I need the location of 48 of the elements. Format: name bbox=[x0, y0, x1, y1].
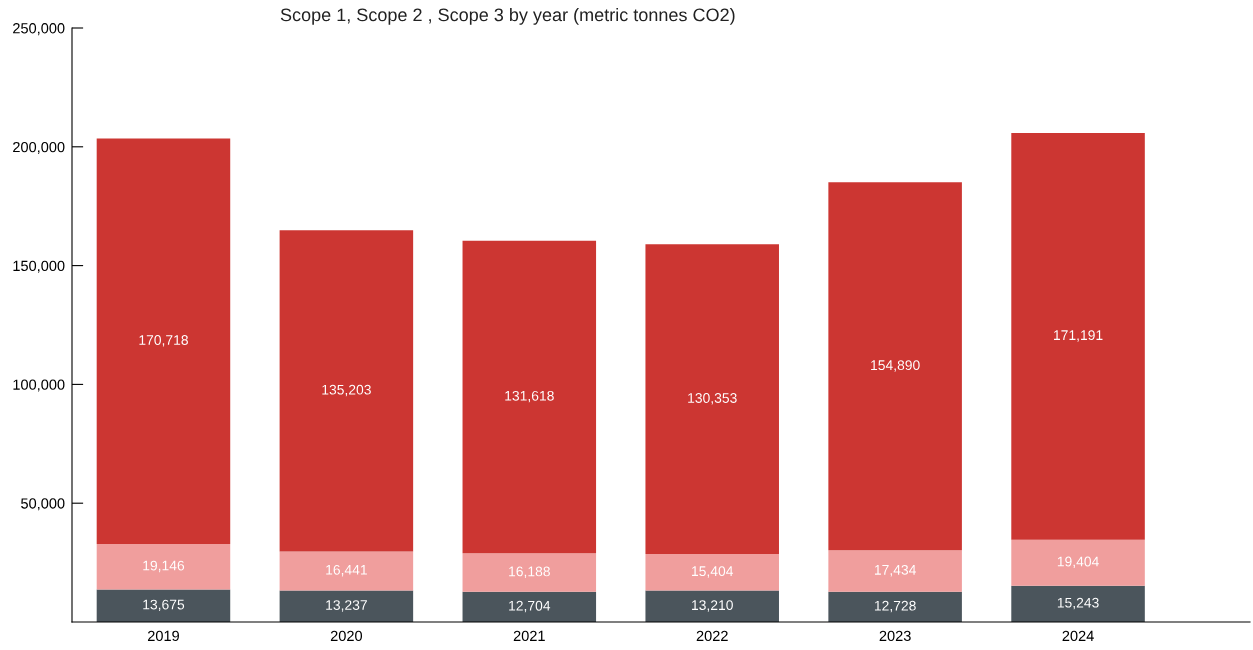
data-label: 135,203 bbox=[322, 384, 371, 397]
bar bbox=[96, 544, 231, 590]
bar bbox=[645, 244, 779, 555]
data-label: 17,434 bbox=[874, 564, 916, 577]
x-tick-label: 2024 bbox=[1062, 630, 1094, 642]
bar bbox=[279, 590, 414, 622]
data-label: 13,237 bbox=[326, 600, 367, 612]
bar bbox=[96, 589, 231, 622]
x-tick-label: 2023 bbox=[879, 630, 911, 642]
bar bbox=[1011, 585, 1145, 622]
bar bbox=[645, 590, 779, 622]
bar bbox=[462, 591, 597, 622]
bar bbox=[279, 230, 414, 552]
x-tick-label: 2022 bbox=[696, 630, 728, 642]
data-label: 130,353 bbox=[688, 393, 737, 405]
y-tick-label: 200,000 bbox=[13, 141, 65, 154]
data-label: 16,441 bbox=[326, 564, 367, 577]
data-label: 131,618 bbox=[505, 390, 554, 403]
x-tick-label: 2020 bbox=[330, 630, 363, 642]
x-tick-label: 2019 bbox=[147, 630, 179, 642]
bar bbox=[462, 553, 597, 592]
data-label: 13,675 bbox=[143, 599, 185, 612]
data-label: 19,146 bbox=[143, 560, 185, 573]
chart-title: Scope 1, Scope 2 , Scope 3 by year (metric tonnes CO2) bbox=[280, 8, 735, 25]
y-tick-label: 250,000 bbox=[13, 23, 65, 36]
data-label: 16,188 bbox=[509, 566, 550, 578]
data-label: 19,404 bbox=[1057, 556, 1099, 569]
data-label: 13,210 bbox=[692, 600, 733, 612]
bar bbox=[1011, 132, 1145, 540]
bar bbox=[828, 182, 962, 551]
data-label: 171,191 bbox=[1054, 330, 1103, 342]
data-label: 12,704 bbox=[509, 600, 551, 613]
bar bbox=[96, 138, 231, 545]
y-tick-label: 100,000 bbox=[13, 379, 65, 392]
bar bbox=[279, 551, 414, 591]
data-label: 154,890 bbox=[871, 360, 920, 372]
data-label: 15,243 bbox=[1057, 597, 1099, 610]
x-tick-label: 2021 bbox=[513, 630, 545, 642]
bar bbox=[462, 240, 597, 554]
bar bbox=[828, 550, 962, 592]
y-tick-label: 150,000 bbox=[13, 260, 65, 273]
data-label: 12,728 bbox=[874, 600, 916, 613]
data-label: 15,404 bbox=[692, 566, 734, 578]
bar bbox=[828, 591, 962, 622]
bar bbox=[1011, 539, 1145, 586]
bar bbox=[645, 554, 779, 591]
y-tick-label: 50,000 bbox=[21, 498, 65, 511]
data-label: 170,718 bbox=[139, 335, 188, 347]
